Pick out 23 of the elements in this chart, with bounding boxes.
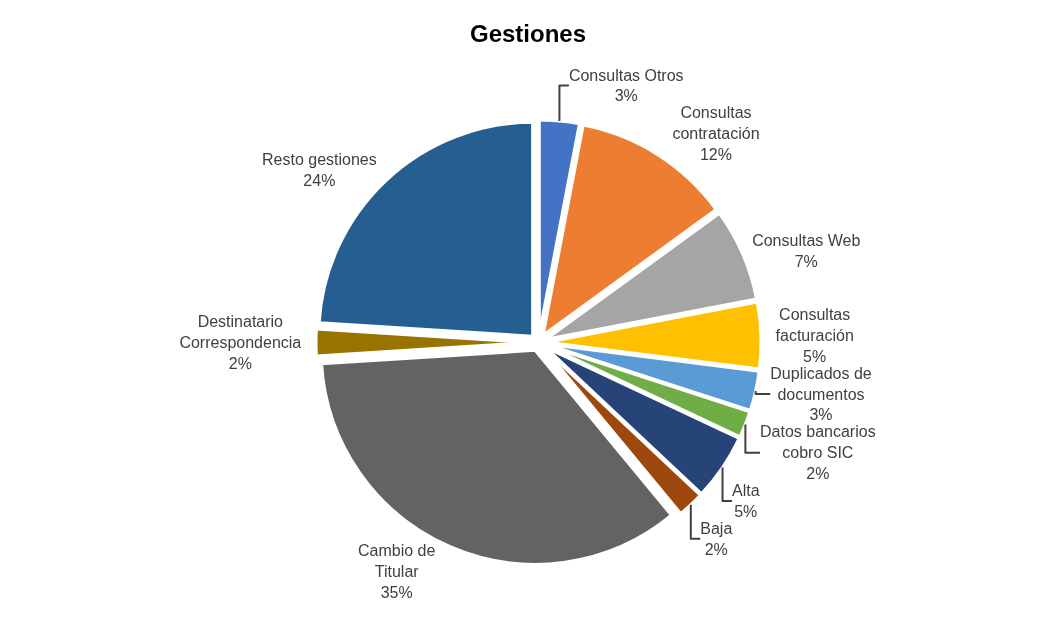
slice-label: Baja xyxy=(700,519,733,537)
data-label: 12% xyxy=(699,146,732,164)
data-label: 5% xyxy=(734,502,758,520)
data-label: 2% xyxy=(704,540,728,558)
data-label: 24% xyxy=(303,172,336,190)
data-label: 3% xyxy=(614,87,638,105)
slice-label: Consultas Otros xyxy=(568,66,684,84)
data-label: 2% xyxy=(228,354,252,372)
data-label: 7% xyxy=(794,253,818,271)
slice-label: Cambio de Titular xyxy=(358,542,436,580)
data-label: 5% xyxy=(803,347,827,365)
data-label: 3% xyxy=(809,406,833,424)
chart-title: Gestiones xyxy=(469,19,587,47)
slice-label: Consultas Web xyxy=(752,232,861,250)
slice-label: Datos bancarios cobro SIC xyxy=(760,423,876,462)
slice-label: Destinatario Correspondencia xyxy=(179,313,302,351)
data-label: 35% xyxy=(380,583,413,601)
slice-label: Consultas contratación xyxy=(672,104,760,143)
data-label: 2% xyxy=(806,464,830,482)
slice-label: Resto gestiones xyxy=(262,151,377,169)
slice-label: Alta xyxy=(731,481,760,499)
slice-label: Duplicados de documentos xyxy=(770,364,872,403)
slice-label: Consultas facturación xyxy=(775,306,854,344)
